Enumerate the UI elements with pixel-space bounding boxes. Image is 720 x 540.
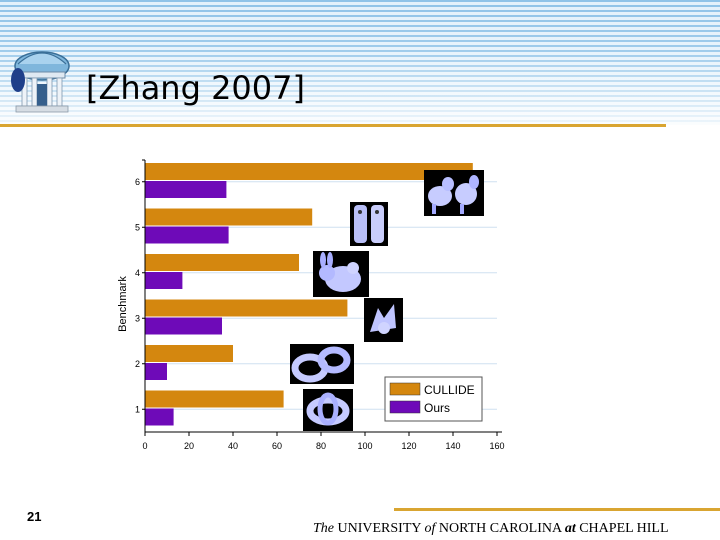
footer-city: CHAPEL HILL	[575, 521, 669, 536]
y-tick-label: 3	[135, 313, 140, 323]
bar-cullide-1	[145, 390, 284, 408]
bar-cullide-2	[145, 345, 233, 362]
benchmark-3-thumbnail	[364, 298, 403, 342]
bar-ours-2	[145, 363, 167, 380]
footer-university: UNIVERSITY	[334, 521, 425, 536]
bar-ours-6	[145, 181, 227, 198]
bar-cullide-3	[145, 299, 348, 317]
old-well-logo-icon	[11, 51, 70, 113]
footer-the: The	[313, 521, 334, 536]
y-tick-label: 2	[135, 359, 140, 369]
legend: CULLIDE Ours	[384, 376, 483, 422]
bar-cullide-5	[145, 208, 313, 226]
bar-cullide-6	[145, 163, 473, 180]
x-tick-label: 80	[316, 441, 326, 451]
y-tick-label: 1	[135, 404, 140, 414]
footer-state: NORTH CAROLINA	[435, 521, 565, 536]
footer-text: The UNIVERSITY of NORTH CAROLINA at CHAP…	[313, 521, 669, 537]
slide-title: [Zhang 2007]	[86, 69, 305, 107]
footer-rule	[394, 508, 720, 511]
x-tick-label: 20	[184, 441, 194, 451]
benchmark-6-thumbnail	[424, 170, 484, 216]
x-tick-label: 160	[489, 441, 504, 451]
title-rule	[0, 124, 666, 127]
legend-swatch-cullide	[389, 382, 421, 396]
header-fade	[0, 0, 720, 125]
legend-label-ours: Ours	[424, 401, 450, 415]
bar-ours-5	[145, 226, 229, 244]
y-tick-label: 4	[135, 268, 140, 278]
legend-swatch-ours	[389, 400, 421, 414]
x-tick-label: 0	[142, 441, 147, 451]
slide-number: 21	[27, 509, 42, 524]
legend-label-cullide: CULLIDE	[424, 383, 475, 397]
x-tick-label: 120	[401, 441, 416, 451]
chart-bars	[145, 163, 473, 426]
bar-cullide-4	[145, 254, 299, 271]
x-tick-label: 100	[357, 441, 372, 451]
chart-axes	[144, 160, 502, 433]
benchmark-2-thumbnail	[290, 344, 354, 384]
footer-of: of	[424, 521, 436, 536]
bar-ours-4	[145, 272, 183, 289]
benchmark-1-thumbnail	[303, 389, 353, 431]
benchmark-5-thumbnail	[350, 202, 388, 246]
x-tick-label: 40	[228, 441, 238, 451]
x-tick-label: 140	[445, 441, 460, 451]
benchmark-4-thumbnail	[313, 251, 369, 297]
footer-at: at	[564, 521, 576, 536]
bar-ours-3	[145, 317, 222, 335]
y-axis-label: Benchmark	[117, 276, 129, 332]
y-tick-label: 5	[135, 222, 140, 232]
y-tick-label: 6	[135, 177, 140, 187]
x-tick-label: 60	[272, 441, 282, 451]
bar-ours-1	[145, 408, 174, 426]
